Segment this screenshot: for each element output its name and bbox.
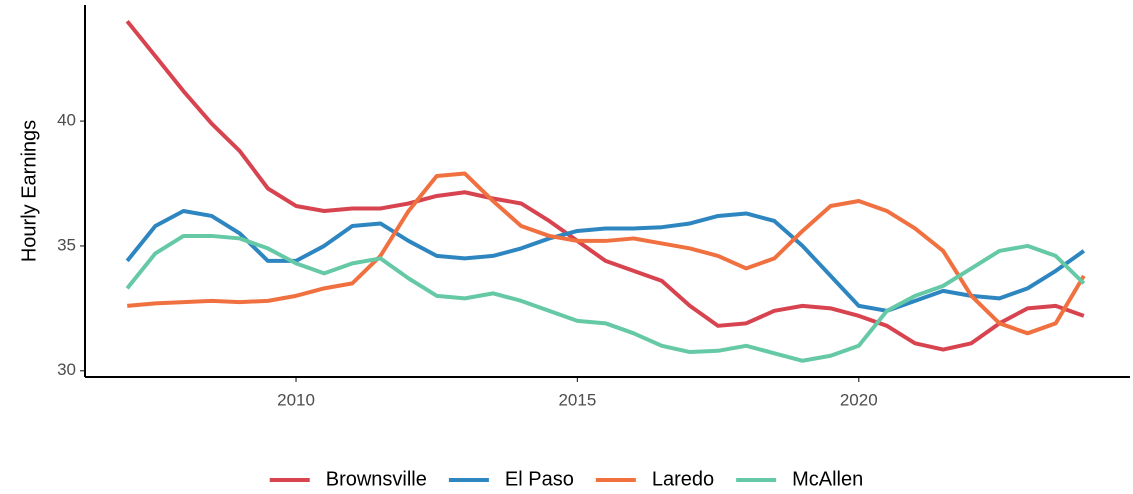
y-tick-label: 30 [57, 360, 76, 379]
x-tick-label: 2010 [277, 390, 315, 409]
y-tick-label: 40 [57, 111, 76, 130]
legend-label: El Paso [505, 468, 574, 490]
line [125, 233, 1086, 363]
line [125, 208, 1086, 313]
legend-label: Brownsville [326, 468, 427, 490]
y-axis-title: Hourly Earnings [18, 120, 40, 262]
line [127, 171, 1086, 336]
x-tick-label: 2020 [840, 390, 878, 409]
legend-label: McAllen [792, 468, 863, 490]
y-tick-label: 35 [57, 235, 76, 254]
x-tick-label: 2015 [558, 390, 596, 409]
legend-label: Laredo [652, 468, 714, 490]
line [125, 19, 1085, 352]
